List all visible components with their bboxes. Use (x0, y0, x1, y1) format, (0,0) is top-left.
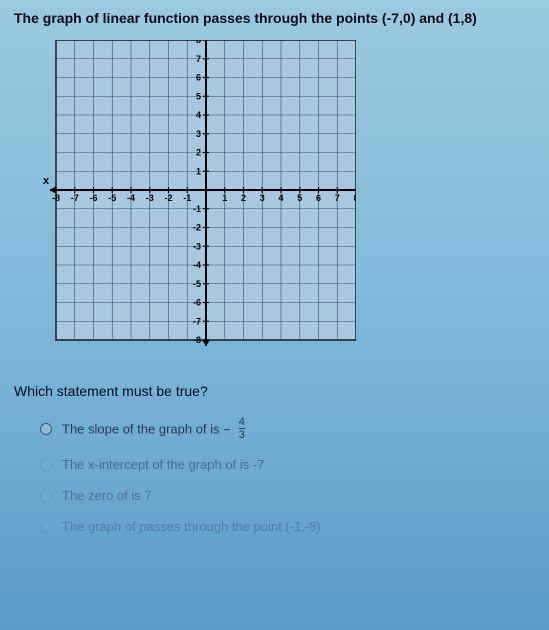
svg-text:-7: -7 (193, 316, 201, 326)
radio-icon (40, 423, 52, 435)
svg-text:-1: -1 (193, 204, 201, 214)
svg-text:-2: -2 (164, 193, 172, 203)
svg-text:-3: -3 (146, 193, 154, 203)
option-a[interactable]: The slope of the graph of is − 4 3 (40, 417, 535, 441)
svg-text:-2: -2 (193, 223, 201, 233)
svg-text:-5: -5 (193, 279, 201, 289)
svg-text:4: 4 (278, 193, 283, 203)
coordinate-graph: -8-7-6-5-4-3-2-11234567812345678-1-2-3-4… (38, 40, 535, 363)
svg-text:-8: -8 (193, 335, 201, 345)
prompt-text: Which statement must be true? (14, 383, 535, 399)
svg-text:-6: -6 (89, 193, 97, 203)
svg-text:1: 1 (196, 166, 201, 176)
svg-text:-1: -1 (183, 193, 191, 203)
option-b[interactable]: The x-intercept of the graph of is -7 (40, 457, 535, 472)
svg-text:-5: -5 (108, 193, 116, 203)
svg-text:5: 5 (196, 91, 201, 101)
option-label: The slope of the graph of is − 4 3 (62, 417, 245, 441)
svg-text:7: 7 (335, 193, 340, 203)
radio-icon (40, 459, 52, 471)
svg-text:1: 1 (222, 193, 227, 203)
question-text: The graph of linear function passes thro… (14, 10, 535, 26)
option-d[interactable]: The graph of passes through the point (-… (40, 519, 535, 534)
svg-text:8: 8 (353, 193, 356, 203)
svg-text:3: 3 (260, 193, 265, 203)
radio-icon (40, 521, 52, 533)
svg-text:7: 7 (196, 54, 201, 64)
svg-text:4: 4 (196, 110, 201, 120)
option-label: The graph of passes through the point (-… (62, 519, 321, 534)
svg-text:2: 2 (241, 193, 246, 203)
radio-icon (40, 490, 52, 502)
svg-text:6: 6 (196, 73, 201, 83)
svg-text:-6: -6 (193, 298, 201, 308)
option-label: The x-intercept of the graph of is -7 (62, 457, 264, 472)
svg-text:6: 6 (316, 193, 321, 203)
svg-text:-4: -4 (193, 260, 201, 270)
svg-text:2: 2 (196, 148, 201, 158)
svg-text:-3: -3 (193, 241, 201, 251)
svg-text:-8: -8 (52, 193, 60, 203)
option-label: The zero of is 7 (62, 488, 152, 503)
option-c[interactable]: The zero of is 7 (40, 488, 535, 503)
svg-text:-4: -4 (127, 193, 135, 203)
svg-text:3: 3 (196, 129, 201, 139)
svg-text:x: x (43, 175, 50, 187)
svg-text:-7: -7 (71, 193, 79, 203)
answer-options: The slope of the graph of is − 4 3 The x… (14, 417, 535, 534)
svg-text:y: y (192, 40, 199, 41)
svg-text:5: 5 (297, 193, 302, 203)
